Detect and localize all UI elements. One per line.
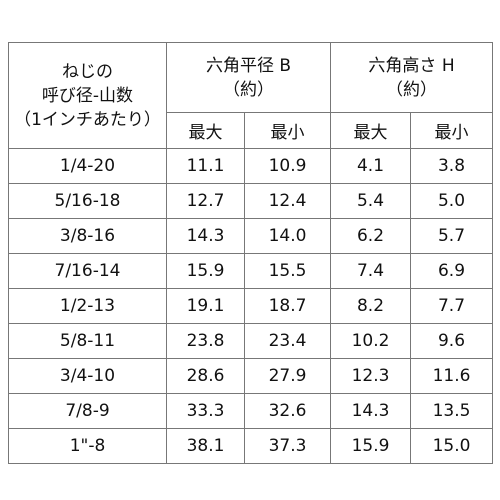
value-cell: 15.0 bbox=[410, 428, 494, 464]
group-header: 六角平径 B （約） bbox=[165, 42, 332, 113]
value-cell: 13.5 bbox=[410, 393, 494, 429]
value-cell: 14.3 bbox=[330, 393, 412, 429]
data-row: 1/2-13 19.1 18.7 8.2 7.7 bbox=[8, 288, 494, 324]
table-body: ねじの 呼び径-山数 （1インチあたり） 六角平径 B （約） 六角高さ H （約） 最大 最小… bbox=[8, 42, 494, 464]
data-row: 1/4-20 11.1 10.9 4.1 3.8 bbox=[8, 148, 494, 184]
value-cell: 19.1 bbox=[166, 288, 245, 324]
data-row: 5/16-18 12.7 12.4 5.4 5.0 bbox=[8, 183, 494, 219]
value-cell: 38.1 bbox=[166, 428, 245, 464]
value-cell: 18.7 bbox=[243, 288, 332, 324]
value-cell: 23.8 bbox=[166, 323, 245, 359]
value-cell: 23.4 bbox=[243, 323, 332, 359]
value-cell: 15.5 bbox=[243, 253, 332, 289]
subheader-row: 最大 最小 最大 最小 bbox=[9, 112, 494, 149]
column-header: 最小 bbox=[243, 112, 332, 149]
value-cell: 32.6 bbox=[243, 393, 332, 429]
size-cell: 1/2-13 bbox=[8, 288, 167, 324]
data-row: 3/4-10 28.6 27.9 12.3 11.6 bbox=[8, 358, 494, 394]
header-line: 呼び径-山数 bbox=[41, 85, 134, 106]
value-cell: 5.4 bbox=[330, 183, 412, 219]
value-cell: 11.6 bbox=[410, 358, 494, 394]
value-cell: 4.1 bbox=[330, 148, 412, 184]
size-header: ねじの呼び径-山数 （1インチあたり） bbox=[8, 42, 167, 149]
header-row: ねじの呼び径-山数 （1インチあたり） 六角平径 B （約） 六角高さ H （約） bbox=[8, 42, 494, 149]
data-row: 1"-8 38.1 37.3 15.9 15.0 bbox=[8, 428, 494, 464]
value-cell: 12.3 bbox=[330, 358, 412, 394]
data-row: 7/16-14 15.9 15.5 7.4 6.9 bbox=[8, 253, 494, 289]
column-header: 最大 bbox=[166, 112, 245, 149]
data-row: 7/8-9 33.3 32.6 14.3 13.5 bbox=[8, 393, 494, 429]
value-cell: 33.3 bbox=[166, 393, 245, 429]
value-cell: 6.2 bbox=[330, 218, 412, 254]
value-cell: 6.9 bbox=[410, 253, 494, 289]
value-cell: 10.9 bbox=[243, 148, 332, 184]
value-cell: 28.6 bbox=[166, 358, 245, 394]
group-note: （約） bbox=[223, 79, 274, 100]
value-cell: 7.4 bbox=[330, 253, 412, 289]
value-cell: 5.7 bbox=[410, 218, 494, 254]
value-cell: 14.0 bbox=[243, 218, 332, 254]
value-cell: 9.6 bbox=[410, 323, 494, 359]
value-cell: 11.1 bbox=[166, 148, 245, 184]
data-row: 3/8-16 14.3 14.0 6.2 5.7 bbox=[8, 218, 494, 254]
data-row: 5/8-11 23.8 23.4 10.2 9.6 bbox=[8, 323, 494, 359]
size-cell: 3/8-16 bbox=[8, 218, 167, 254]
group-note: （約） bbox=[386, 79, 438, 100]
column-header: 最大 bbox=[330, 112, 412, 149]
size-cell: 1"-8 bbox=[8, 428, 167, 464]
size-cell: 7/8-9 bbox=[8, 393, 167, 429]
header-line: ねじの bbox=[62, 61, 113, 82]
spec-table: ねじの 呼び径-山数 （1インチあたり） 六角平径 B （約） 六角高さ H （約） 最大 最小… bbox=[8, 42, 494, 464]
value-cell: 12.4 bbox=[243, 183, 332, 219]
value-cell: 5.0 bbox=[410, 183, 494, 219]
value-cell: 10.2 bbox=[330, 323, 412, 359]
value-cell: 8.2 bbox=[330, 288, 412, 324]
value-cell: 12.7 bbox=[166, 183, 245, 219]
group-title: 六角平径 B bbox=[205, 55, 292, 76]
value-cell: 14.3 bbox=[166, 218, 245, 254]
value-cell: 7.7 bbox=[410, 288, 494, 324]
size-cell: 7/16-14 bbox=[8, 253, 167, 289]
value-cell: 15.9 bbox=[330, 428, 412, 464]
group-title: 六角高さ H bbox=[368, 55, 455, 76]
value-cell: 27.9 bbox=[243, 358, 332, 394]
size-cell: 3/4-10 bbox=[8, 358, 167, 394]
value-cell: 3.8 bbox=[410, 148, 494, 184]
value-cell: 37.3 bbox=[243, 428, 332, 464]
header-line: （1インチあたり） bbox=[14, 109, 161, 130]
value-cell: 15.9 bbox=[166, 253, 245, 289]
column-header: 最小 bbox=[410, 112, 494, 149]
size-cell: 1/4-20 bbox=[8, 148, 167, 184]
size-cell: 5/8-11 bbox=[8, 323, 167, 359]
group-header: 六角高さ H （約） bbox=[330, 42, 494, 113]
size-cell: 5/16-18 bbox=[8, 183, 167, 219]
